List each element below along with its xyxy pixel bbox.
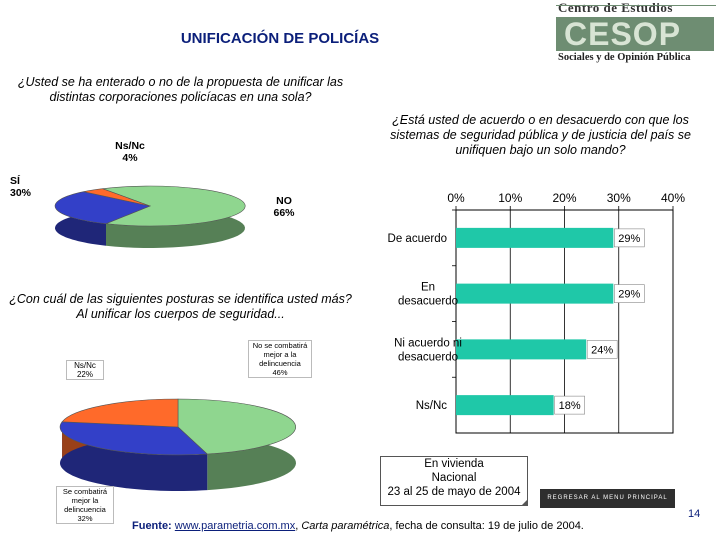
source-line-1: En vivienda	[424, 458, 484, 470]
footer-source: Fuente: www.parametria.com.mx, Carta par…	[132, 520, 584, 532]
bar-category-label-3: Ns/Nc	[416, 400, 448, 412]
pie1-label-nsnc: Ns/Nc 4%	[108, 140, 152, 164]
pie2-label-se-combatira: Se combatirá mejor la delincuencia 32%	[56, 486, 114, 524]
bar-value-box-0	[614, 228, 645, 248]
bar-tick-label-2: 20%	[552, 191, 576, 205]
pie2-label-no-combatira-value: 46%	[272, 368, 288, 377]
bar-category-line-2-1: desacuerdo	[398, 351, 458, 363]
footer-source-link[interactable]: www.parametria.com.mx	[174, 520, 296, 532]
pie1-label-no-name: NO	[276, 195, 292, 207]
footer-date: , fecha de consulta: 19 de julio de 2004…	[389, 520, 584, 532]
logo-bottom-text: Sociales y de Opinión Pública	[558, 52, 691, 63]
pie2-label-nsnc-value: 22%	[76, 370, 93, 379]
bar-value-label-3: 18%	[559, 400, 581, 412]
pie1-label-si-name: SÍ	[10, 175, 20, 187]
pie2-rim-1	[60, 421, 208, 491]
bar-category-label-2: Ni acuerdo ni desacuerdo	[394, 337, 462, 363]
cesop-logo: Centro de Estudios CESOP Sociales y de O…	[556, 0, 720, 70]
bar-category-line-2-0: Ni acuerdo ni	[394, 337, 462, 349]
pie1-label-si: SÍ 30%	[10, 175, 50, 199]
source-line-2: Nacional	[431, 472, 477, 484]
bar-category-line-1-0: En	[421, 282, 435, 294]
pie2-label-se-combatira-value: 32%	[77, 514, 93, 523]
question-3: ¿Está usted de acuerdo o en desacuerdo c…	[390, 113, 691, 157]
question-2: ¿Con cuál de las siguientes posturas se …	[9, 292, 352, 321]
bar-value-box-3	[554, 395, 585, 415]
source-line-3: 23 al 25 de mayo de 2004	[387, 486, 521, 498]
bar-value-label-1: 29%	[618, 289, 640, 301]
pie2-slice-2	[61, 398, 179, 428]
pie1-label-no-value: 66%	[273, 207, 295, 219]
logo-mark-text: CESOP	[564, 16, 682, 52]
logo-rule	[556, 5, 716, 6]
bar-value-box-1	[614, 284, 645, 303]
pie-chart-awareness	[54, 185, 246, 248]
pie2-label-se-combatira-name: Se combatirá mejor la delincuencia	[62, 487, 108, 514]
pie2-slice-1	[59, 421, 209, 456]
pie1-label-si-value: 30%	[10, 187, 32, 199]
back-to-main-menu-button[interactable]: REGRESAR AL MENU PRINCIPAL	[540, 489, 675, 508]
pie-chart-posture	[59, 398, 296, 491]
pie1-label-nsnc-value: 4%	[122, 152, 138, 164]
pie2-label-no-combatira: No se combatirá mejor a la delincuencia …	[248, 340, 312, 378]
bar-category-label-1: En desacuerdo	[398, 282, 458, 308]
bar-category-line-3-0: Ns/Nc	[416, 400, 448, 412]
bar-value-label-0: 29%	[618, 233, 640, 245]
bar-category-label-0: De acuerdo	[388, 233, 447, 245]
footer-publication: Carta paramétrica	[301, 520, 390, 532]
pie2-label-nsnc-name: Ns/Nc	[74, 361, 96, 370]
pie2-label-nsnc: Ns/Nc 22%	[66, 360, 104, 380]
pie2-slice-0	[177, 398, 296, 455]
survey-source-box: En vivienda Nacional 23 al 25 de mayo de…	[380, 456, 528, 506]
pie1-slice-2	[83, 188, 151, 207]
bar-chart-agreement: 0% 10% 20% 30% 40% 29% De acuerdo 29% En desacuer…	[388, 191, 685, 434]
bar-value-label-2: 24%	[591, 344, 613, 356]
page-title: UNIFICACIÓN DE POLICÍAS	[180, 30, 380, 47]
pie1-label-no: NO 66%	[266, 195, 302, 219]
bar-3	[456, 395, 554, 416]
bar-tick-label-4: 40%	[661, 191, 685, 205]
pie1-slice-0	[102, 185, 246, 227]
bar-0	[456, 227, 614, 248]
bar-value-box-2	[586, 340, 618, 359]
pie1-slice-1	[54, 191, 152, 225]
bar-1	[456, 283, 614, 304]
logo-top-text: Centro de Estudios	[558, 0, 673, 15]
bar-category-line-1-1: desacuerdo	[398, 296, 458, 308]
bar-tick-label-0: 0%	[447, 191, 465, 205]
footer-sep: ,	[295, 520, 299, 532]
bar-tick-label-3: 30%	[607, 191, 631, 205]
logo-mark: CESOP	[556, 17, 714, 51]
pie2-label-no-combatira-name: No se combatirá mejor a la delincuencia	[252, 341, 308, 368]
bar-category-line-0-0: De acuerdo	[388, 233, 447, 245]
bar-2	[456, 339, 587, 360]
question-1: ¿Usted se ha enterado o no de la propues…	[17, 75, 344, 104]
bar-tick-label-1: 10%	[498, 191, 522, 205]
footer-source-label: Fuente:	[132, 520, 172, 532]
pie1-label-nsnc-name: Ns/Nc	[115, 140, 145, 152]
page-number: 14	[688, 508, 701, 520]
